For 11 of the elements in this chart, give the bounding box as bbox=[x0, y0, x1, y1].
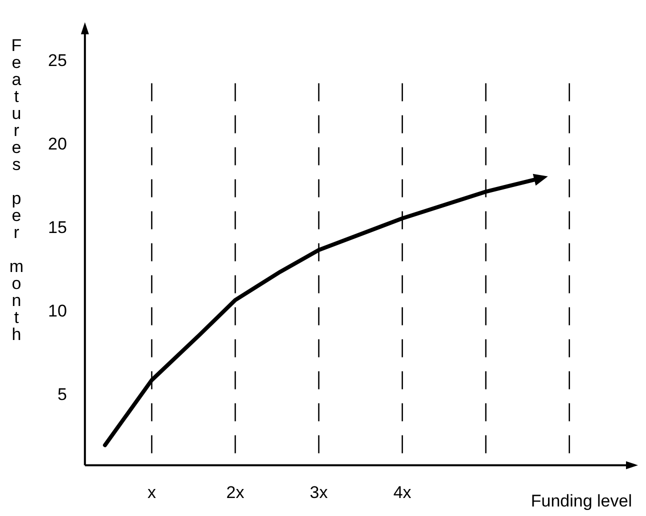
y-tick-label: 10 bbox=[48, 301, 67, 320]
x-tick-label: 4x bbox=[393, 483, 412, 502]
y-tick-label: 20 bbox=[48, 134, 67, 154]
x-tick-label: 2x bbox=[226, 483, 245, 502]
y-tick-label: 15 bbox=[48, 218, 67, 238]
x-axis-title: Funding level bbox=[530, 491, 632, 510]
y-tick-label: 5 bbox=[57, 384, 67, 404]
x-tick-label: 3x bbox=[310, 483, 328, 502]
y-tick-label: 25 bbox=[48, 51, 67, 70]
y-axis-title: Features per month bbox=[6, 36, 26, 344]
x-tick-label: x bbox=[147, 483, 156, 502]
